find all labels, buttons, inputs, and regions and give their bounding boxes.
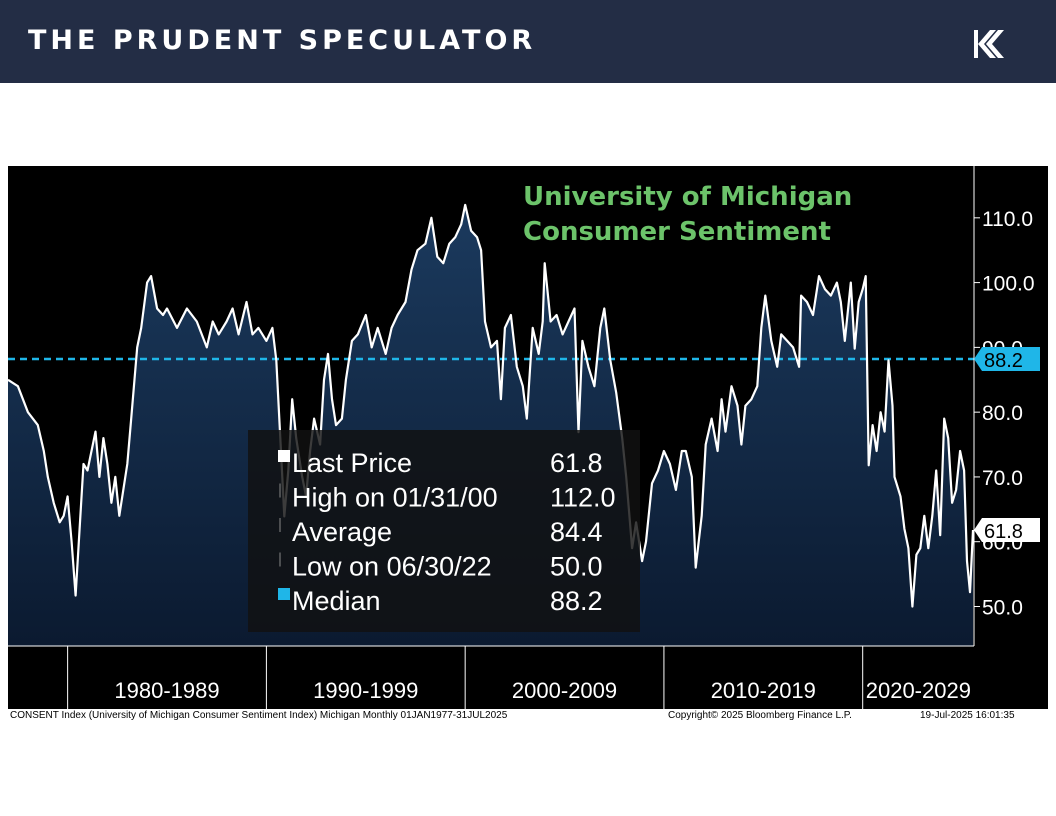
y-tick-label-3: 70.0	[982, 467, 1023, 490]
x-period-label-4: 2010-2019	[711, 678, 816, 703]
legend-box	[248, 430, 640, 632]
legend-label-5: Median	[292, 586, 381, 616]
x-period-label-3: 2000-2009	[512, 678, 617, 703]
y-tick-label-1: 50.0	[982, 596, 1023, 619]
median-value-label: 88.2	[984, 350, 1023, 372]
y-tick-label-7: 110.0	[982, 208, 1033, 231]
footnote-copyright: Copyright© 2025 Bloomberg Finance L.P.	[668, 710, 852, 721]
median-marker	[278, 588, 290, 600]
legend-value-1: 61.8	[550, 448, 603, 478]
legend-label-4: Low on 06/30/22	[292, 552, 492, 582]
header-banner: THE PRUDENT SPECULATOR	[0, 0, 1056, 83]
legend-value-2: 112.0	[550, 483, 616, 513]
x-period-label-1: 1980-1989	[114, 678, 219, 703]
sentiment-line	[8, 203, 975, 608]
consumer-sentiment-chart: University of Michigan Consumer Sentiment…	[8, 166, 1040, 709]
brand-title: THE PRUDENT SPECULATOR	[28, 25, 537, 56]
chart-panel: University of Michigan Consumer Sentiment…	[8, 166, 1048, 723]
median-value-tag	[974, 347, 1040, 372]
footnote-timestamp: 19-Jul-2025 16:01:35	[920, 710, 1015, 721]
footnote-index: CONSENT Index (University of Michigan Co…	[10, 710, 508, 721]
chart-title-line-2: Consumer Sentiment	[523, 217, 831, 247]
x-period-label-2: 1990-1999	[313, 678, 418, 703]
last-value-tag	[974, 518, 1040, 543]
legend-value-5: 88.2	[550, 586, 603, 616]
legend-value-4: 50.0	[550, 552, 603, 582]
legend-value-3: 84.4	[550, 517, 603, 547]
legend-label-1: Last Price	[292, 448, 412, 478]
chart-footnote: CONSENT Index (University of Michigan Co…	[8, 709, 1048, 723]
y-tick-label-4: 80.0	[982, 402, 1023, 425]
last-value-label: 61.8	[984, 521, 1023, 543]
y-tick-label-6: 100.0	[982, 273, 1035, 296]
last-price-marker	[278, 450, 290, 462]
tps-k-logo-icon	[974, 30, 1004, 58]
legend-label-2: High on 01/31/00	[292, 483, 498, 513]
chart-title-line-1: University of Michigan	[523, 182, 852, 212]
x-period-label-5: 2020-2029	[866, 678, 971, 703]
legend-label-3: Average	[292, 517, 392, 547]
